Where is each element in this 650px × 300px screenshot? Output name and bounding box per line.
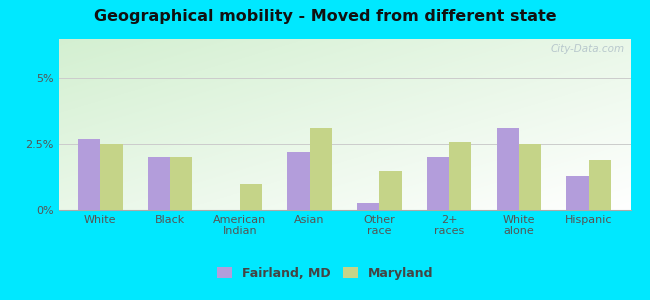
Bar	[240, 184, 262, 210]
Bar	[589, 160, 611, 210]
Bar	[519, 144, 541, 210]
Bar	[170, 158, 192, 210]
Bar	[497, 128, 519, 210]
Bar	[100, 144, 123, 210]
Bar	[566, 176, 589, 210]
Bar	[148, 158, 170, 210]
Bar	[380, 170, 402, 210]
Bar	[449, 142, 471, 210]
Legend: Fairland, MD, Maryland: Fairland, MD, Maryland	[212, 262, 438, 285]
Bar	[357, 203, 380, 210]
Bar	[309, 128, 332, 210]
Bar	[287, 152, 309, 210]
Text: City-Data.com: City-Data.com	[551, 44, 625, 54]
Bar	[78, 139, 100, 210]
Bar	[427, 158, 449, 210]
Text: Geographical mobility - Moved from different state: Geographical mobility - Moved from diffe…	[94, 9, 556, 24]
